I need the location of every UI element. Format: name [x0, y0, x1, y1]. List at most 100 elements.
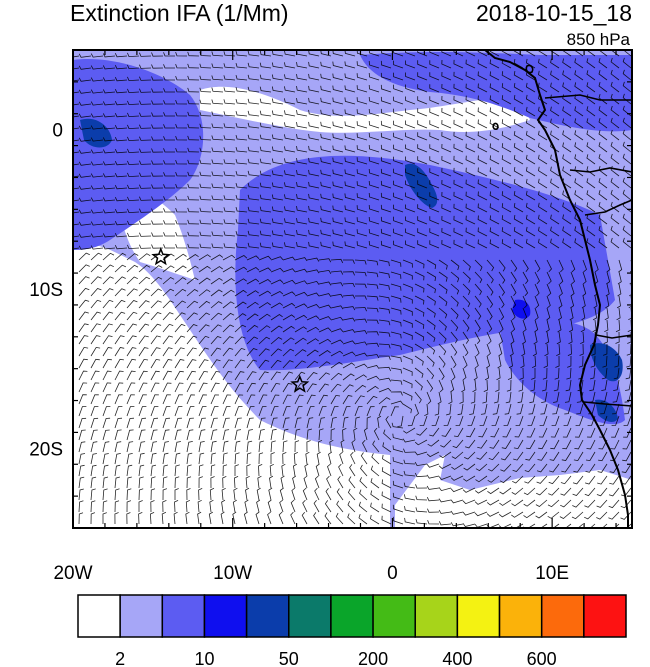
- wind-barb: [308, 85, 320, 93]
- wind-barb: [247, 110, 260, 117]
- wind-barb: [138, 394, 147, 405]
- wind-barb: [574, 166, 584, 177]
- wind-barb: [138, 323, 150, 333]
- wind-barb: [332, 157, 344, 165]
- wind-barb: [126, 323, 138, 333]
- wind-barb: [596, 487, 608, 497]
- wind-barb: [198, 300, 211, 309]
- wind-barb: [465, 167, 476, 177]
- wind-barb: [429, 72, 440, 81]
- wind-barb: [431, 415, 440, 426]
- wind-barb: [90, 233, 104, 238]
- wind-barb: [270, 256, 284, 261]
- wind-barb: [453, 427, 464, 438]
- wind-barb: [393, 228, 404, 237]
- wind-barb: [270, 417, 278, 429]
- wind-barb: [223, 87, 236, 93]
- wind-barb: [208, 511, 213, 525]
- wind-barb: [366, 365, 380, 369]
- wind-barb: [534, 319, 539, 333]
- wind-barb: [259, 194, 272, 201]
- wind-barb: [486, 259, 495, 272]
- wind-barb: [280, 475, 285, 489]
- wind-barb: [138, 276, 151, 285]
- high-extinction-patch-3: [595, 399, 618, 422]
- wind-barb: [114, 453, 121, 465]
- wind-barb: [150, 312, 162, 321]
- wind-barb: [210, 289, 223, 297]
- wind-barb: [282, 314, 296, 321]
- wind-barb: [517, 391, 524, 404]
- wind-barb: [198, 277, 211, 285]
- wind-barb: [466, 427, 476, 438]
- wind-barb: [349, 464, 356, 477]
- wind-barb: [186, 394, 196, 405]
- wind-barb: [538, 166, 548, 177]
- wind-barb: [223, 99, 236, 105]
- wind-barb: [489, 119, 500, 129]
- wind-barb: [186, 359, 197, 369]
- wind-barb: [270, 440, 276, 453]
- wind-barb: [598, 213, 608, 225]
- wind-barb: [138, 417, 147, 429]
- wind-barb: [441, 167, 452, 177]
- wind-barb: [308, 97, 320, 105]
- wind-barb: [308, 181, 320, 189]
- wind-barb: [403, 482, 416, 489]
- wind-barb: [114, 53, 128, 58]
- wind-barb: [366, 331, 379, 336]
- wind-barb: [405, 144, 416, 153]
- wind-barb: [417, 108, 428, 117]
- wind-barb: [330, 361, 343, 369]
- wind-barb: [393, 72, 404, 81]
- wind-barb: [622, 141, 632, 153]
- wind-barb: [186, 441, 193, 453]
- wind-barb: [114, 347, 125, 357]
- wind-barb: [78, 406, 87, 417]
- wind-barb: [320, 181, 332, 189]
- wind-barb: [462, 259, 471, 271]
- wind-barb: [342, 329, 356, 334]
- wind-barb: [437, 391, 442, 405]
- wind-barb: [222, 440, 229, 453]
- wind-barb: [222, 476, 227, 489]
- wind-barb: [344, 181, 356, 189]
- wind-barb: [221, 499, 226, 513]
- wind-barb: [438, 475, 452, 480]
- wind-barb: [525, 142, 536, 153]
- wind-barb: [78, 323, 89, 333]
- wind-barb: [235, 146, 248, 153]
- wind-barb: [610, 201, 620, 213]
- wind-barb: [342, 362, 356, 369]
- wind-barb: [222, 417, 230, 429]
- wind-barb: [610, 129, 620, 141]
- wind-barb: [580, 331, 585, 345]
- wind-barb: [185, 511, 190, 525]
- wind-barb: [332, 133, 344, 141]
- colorbar-label: 2: [115, 649, 125, 667]
- wind-barb: [525, 166, 536, 177]
- wind-barb: [327, 463, 332, 477]
- wind-barb: [414, 461, 428, 467]
- wind-barb: [223, 111, 236, 117]
- wind-barb: [414, 331, 425, 341]
- wind-barb: [163, 76, 175, 81]
- wind-barb: [354, 330, 368, 335]
- wind-barb: [270, 406, 279, 417]
- wind-barb: [525, 70, 536, 81]
- wind-barb: [572, 475, 584, 485]
- wind-barb: [513, 107, 524, 117]
- wind-barb: [424, 403, 429, 417]
- wind-barb: [210, 301, 223, 309]
- wind-barb: [114, 417, 123, 429]
- wind-barb: [78, 252, 90, 261]
- wind-barb: [450, 379, 455, 393]
- wind-barb: [604, 319, 609, 333]
- wind-barb: [469, 403, 476, 415]
- wind-barb: [489, 83, 500, 93]
- wind-barb: [126, 382, 136, 393]
- wind-barb: [368, 60, 380, 69]
- wind-barb: [139, 160, 152, 165]
- wind-barb: [174, 406, 183, 417]
- wind-barb: [429, 60, 440, 69]
